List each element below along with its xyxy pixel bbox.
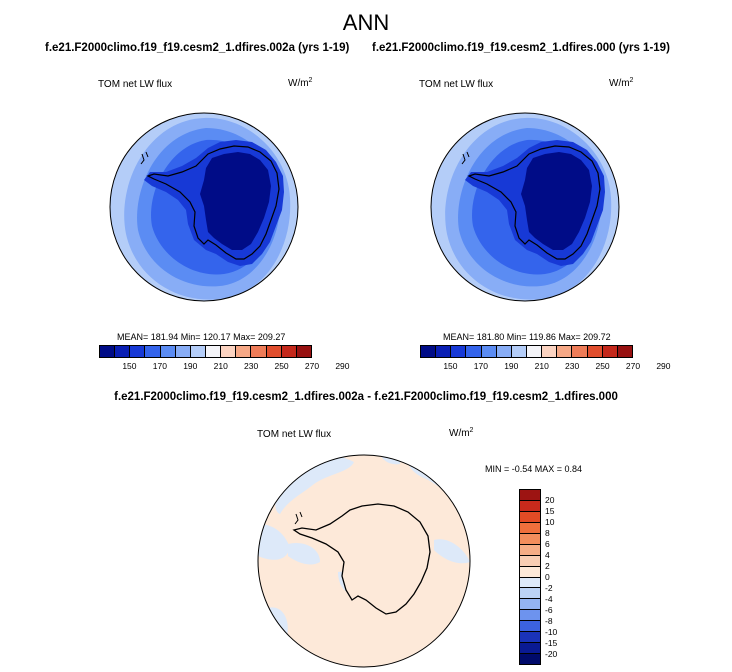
colorbar-swatch — [520, 522, 540, 534]
colorbar-tick-label: 250 — [595, 361, 610, 371]
colorbar-tick-label: 0 — [545, 572, 550, 582]
colorbar-swatch — [266, 346, 282, 357]
panel1-units-label: W/m2 — [288, 77, 313, 89]
colorbar-swatch — [130, 346, 146, 357]
colorbar-swatch — [421, 346, 437, 357]
panel2-units-label: W/m2 — [609, 77, 634, 89]
colorbar-swatch — [100, 346, 116, 357]
colorbar-tick-label: 290 — [656, 361, 671, 371]
colorbar-swatch — [602, 346, 618, 357]
colorbar-swatch — [115, 346, 131, 357]
colorbar-swatch — [221, 346, 237, 357]
figure-title: ANN — [342, 10, 390, 35]
panel1-polar-map — [109, 112, 299, 302]
colorbar-tick-label: 10 — [545, 517, 555, 527]
diff-units-label: W/m2 — [449, 427, 474, 439]
colorbar-tick-label: 230 — [565, 361, 580, 371]
colorbar-tick-label: 170 — [152, 361, 167, 371]
colorbar-swatch — [160, 346, 176, 357]
colorbar-swatch — [520, 632, 540, 644]
colorbar-tick-label: 230 — [244, 361, 259, 371]
colorbar-tick-label: -2 — [545, 583, 553, 593]
difference-title: f.e21.F2000climo.f19_f19.cesm2_1.dfires.… — [114, 391, 618, 403]
colorbar-tick-label: 6 — [545, 539, 550, 549]
colorbar-swatch — [520, 610, 540, 622]
colorbar-swatch — [511, 346, 527, 357]
colorbar-swatch — [520, 588, 540, 600]
colorbar-swatch — [617, 346, 632, 357]
colorbar-tick-label: 4 — [545, 550, 550, 560]
colorbar-swatch — [175, 346, 191, 357]
colorbar-tick-label: 270 — [625, 361, 641, 371]
colorbar-swatch — [520, 555, 540, 567]
panel1-case-title: f.e21.F2000climo.f19_f19.cesm2_1.dfires.… — [45, 42, 350, 54]
colorbar-tick-label: 190 — [183, 361, 198, 371]
colorbar-swatch — [251, 346, 267, 357]
colorbar-swatch — [520, 654, 540, 664]
colorbar-tick-label: 8 — [545, 528, 550, 538]
panel2-variable-label: TOM net LW flux — [419, 79, 494, 90]
panel2-colorbar — [420, 345, 633, 358]
colorbar-swatch — [296, 346, 311, 357]
diff-variable-label: TOM net LW flux — [257, 429, 332, 440]
diff-colorbar — [519, 489, 541, 665]
panel2-case-title: f.e21.F2000climo.f19_f19.cesm2_1.dfires.… — [372, 42, 670, 54]
colorbar-tick-label: 210 — [213, 361, 228, 371]
colorbar-swatch — [587, 346, 603, 357]
colorbar-swatch — [557, 346, 573, 357]
colorbar-tick-label: 290 — [335, 361, 350, 371]
panel2-stats: MEAN= 181.80 Min= 119.86 Max= 209.72 — [443, 332, 611, 342]
colorbar-tick-label: 15 — [545, 506, 555, 516]
colorbar-swatch — [145, 346, 161, 357]
colorbar-swatch — [520, 577, 540, 589]
colorbar-tick-label: -6 — [545, 605, 553, 615]
colorbar-tick-label: -15 — [545, 638, 558, 648]
colorbar-swatch — [496, 346, 512, 357]
colorbar-tick-label: 270 — [304, 361, 320, 371]
colorbar-swatch — [451, 346, 467, 357]
colorbar-tick-label: 20 — [545, 495, 555, 505]
colorbar-tick-label: 250 — [274, 361, 289, 371]
colorbar-swatch — [236, 346, 252, 357]
colorbar-swatch — [520, 621, 540, 633]
colorbar-swatch — [520, 566, 540, 578]
colorbar-tick-label: 150 — [122, 361, 137, 371]
colorbar-swatch — [572, 346, 588, 357]
colorbar-swatch — [520, 500, 540, 512]
colorbar-tick-label: 170 — [473, 361, 488, 371]
colorbar-tick-label: -4 — [545, 594, 553, 604]
colorbar-swatch — [481, 346, 497, 357]
panel2-polar-map — [430, 112, 620, 302]
colorbar-swatch — [520, 544, 540, 556]
colorbar-tick-label: 2 — [545, 561, 550, 571]
colorbar-tick-label: -8 — [545, 616, 553, 626]
colorbar-tick-label: -10 — [545, 627, 558, 637]
diff-stats: MIN = -0.54 MAX = 0.84 — [485, 464, 583, 474]
colorbar-swatch — [466, 346, 482, 357]
difference-polar-map — [257, 454, 471, 668]
colorbar-swatch — [436, 346, 452, 357]
colorbar-swatch — [526, 346, 543, 357]
colorbar-swatch — [520, 643, 540, 655]
panel1-variable-label: TOM net LW flux — [98, 79, 173, 90]
colorbar-swatch — [205, 346, 222, 357]
colorbar-tick-label: -20 — [545, 649, 558, 659]
colorbar-swatch — [542, 346, 558, 357]
colorbar-swatch — [520, 490, 540, 501]
colorbar-swatch — [190, 346, 206, 357]
colorbar-swatch — [281, 346, 297, 357]
colorbar-tick-label: 210 — [534, 361, 549, 371]
colorbar-swatch — [520, 533, 540, 545]
panel1-colorbar — [99, 345, 312, 358]
colorbar-tick-label: 150 — [443, 361, 458, 371]
colorbar-swatch — [520, 511, 540, 523]
panel1-stats: MEAN= 181.94 Min= 120.17 Max= 209.27 — [117, 332, 286, 342]
colorbar-swatch — [520, 599, 540, 611]
colorbar-tick-label: 190 — [504, 361, 519, 371]
